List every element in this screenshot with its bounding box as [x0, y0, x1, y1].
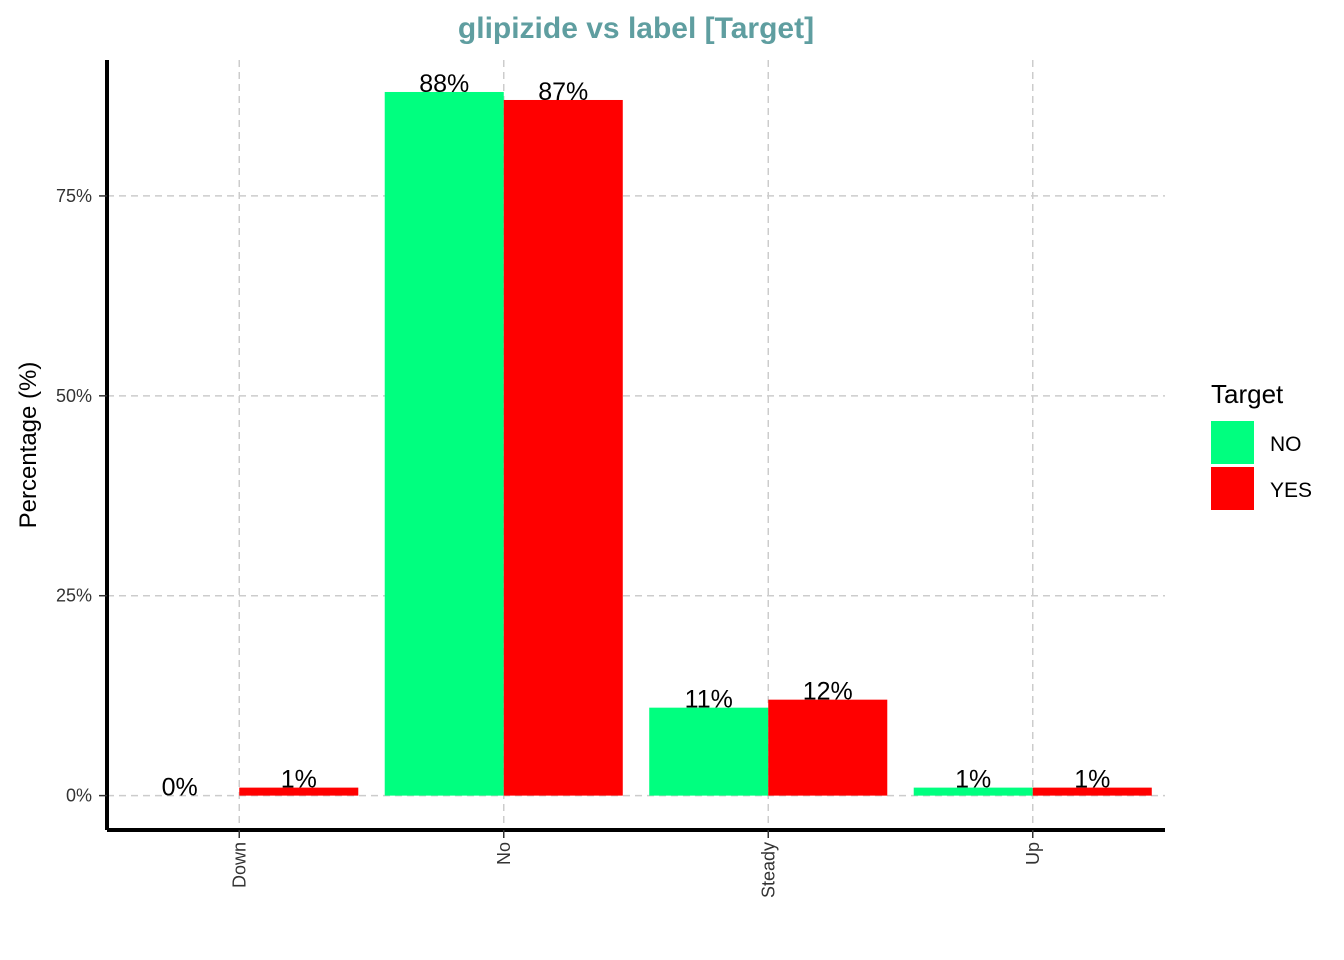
bar [768, 699, 888, 796]
data-label: 1% [1074, 766, 1110, 794]
x-tick-label: Down [229, 842, 249, 888]
bars [239, 91, 1152, 796]
y-tick-label: 75% [56, 186, 92, 206]
x-tick-label: No [494, 842, 514, 865]
bar [503, 99, 623, 796]
bar [239, 787, 359, 796]
legend-swatch [1211, 421, 1254, 464]
bar [649, 707, 769, 796]
bar [1032, 787, 1152, 796]
data-label: 0% [162, 774, 198, 802]
data-label: 1% [281, 766, 317, 794]
legend: Target NO YES [1211, 379, 1312, 510]
y-tick-label: 25% [56, 586, 92, 606]
legend-label: NO [1270, 433, 1302, 456]
axes [99, 60, 1165, 838]
tick-labels: 0% 25% 50% 75% Down No Steady Up [56, 186, 1043, 898]
legend-label: YES [1270, 479, 1312, 502]
data-labels: 0% 88% 11% 1% 1% 87% 12% 1% [162, 70, 1111, 802]
chart-title: glipizide vs label [Target] [458, 12, 814, 45]
data-label: 11% [685, 686, 733, 714]
x-tick-label: Steady [758, 842, 778, 898]
data-label: 88% [419, 70, 469, 98]
y-tick-label: 50% [56, 386, 92, 406]
legend-swatch [1211, 467, 1254, 510]
data-label: 87% [538, 78, 588, 106]
data-label: 1% [955, 766, 991, 794]
y-tick-label: 0% [66, 786, 92, 806]
x-tick-label: Up [1023, 842, 1043, 865]
y-axis-label: Percentage (%) [15, 362, 42, 529]
bar [384, 91, 504, 796]
bar [913, 787, 1033, 796]
data-label: 12% [803, 678, 853, 706]
legend-title: Target [1211, 379, 1284, 409]
grid [107, 60, 1165, 830]
